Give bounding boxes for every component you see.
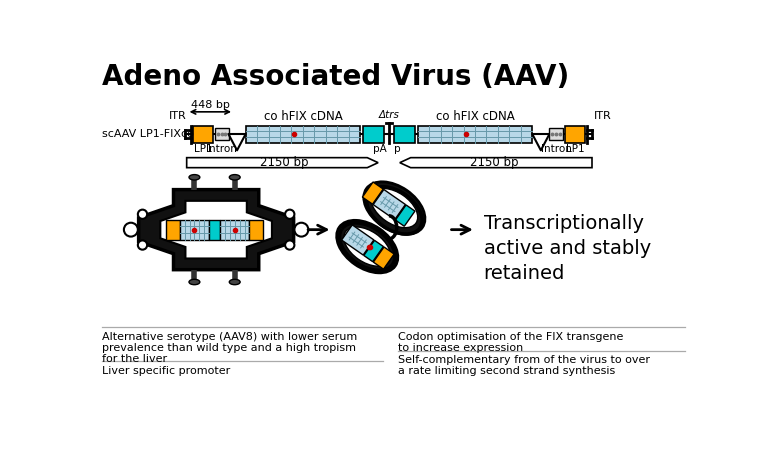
Circle shape xyxy=(285,241,294,250)
Bar xyxy=(565,125,585,142)
Circle shape xyxy=(137,241,147,250)
Bar xyxy=(344,227,372,253)
Bar xyxy=(364,240,383,262)
Circle shape xyxy=(124,223,137,236)
FancyArrowPatch shape xyxy=(383,197,398,207)
Text: to increase expression: to increase expression xyxy=(399,343,524,353)
Text: Liver specific promoter: Liver specific promoter xyxy=(102,366,230,376)
Bar xyxy=(342,225,374,255)
Ellipse shape xyxy=(371,188,418,227)
Text: Intron: Intron xyxy=(206,144,237,154)
Text: Transcriptionally
active and stably
retained: Transcriptionally active and stably reta… xyxy=(484,214,650,283)
Bar xyxy=(214,128,229,141)
Text: 448 bp: 448 bp xyxy=(191,100,230,110)
FancyArrowPatch shape xyxy=(389,202,394,210)
Bar xyxy=(372,246,389,265)
Bar xyxy=(395,205,412,223)
Bar xyxy=(373,247,394,269)
Text: ITR: ITR xyxy=(594,111,611,121)
Polygon shape xyxy=(139,189,293,270)
Bar xyxy=(166,219,180,240)
Bar xyxy=(180,219,209,240)
Text: Self-complementary from of the virus to over: Self-complementary from of the virus to … xyxy=(399,355,650,365)
Bar xyxy=(220,219,250,240)
Text: scAAV LP1-FIXco: scAAV LP1-FIXco xyxy=(102,129,194,139)
Text: 2150 bp: 2150 bp xyxy=(260,156,308,169)
Text: Adeno Associated Virus (AAV): Adeno Associated Virus (AAV) xyxy=(102,63,569,91)
Circle shape xyxy=(137,210,147,219)
Circle shape xyxy=(285,210,294,219)
Bar xyxy=(193,125,213,142)
Bar xyxy=(393,125,415,142)
FancyArrowPatch shape xyxy=(381,196,386,204)
Text: p: p xyxy=(394,144,401,154)
Text: co hFIX cDNA: co hFIX cDNA xyxy=(263,110,343,123)
Ellipse shape xyxy=(344,227,391,266)
Circle shape xyxy=(294,223,308,236)
FancyArrowPatch shape xyxy=(352,233,366,243)
Ellipse shape xyxy=(336,220,398,273)
Text: Alternative serotype (AAV8) with lower serum: Alternative serotype (AAV8) with lower s… xyxy=(102,332,357,342)
Text: pA: pA xyxy=(372,144,386,154)
Text: co hFIX cDNA: co hFIX cDNA xyxy=(435,110,515,123)
FancyArrowPatch shape xyxy=(353,235,359,243)
FancyArrow shape xyxy=(187,157,378,168)
Bar xyxy=(250,219,263,240)
Text: LP1: LP1 xyxy=(194,144,212,154)
Bar xyxy=(396,205,415,226)
FancyArrowPatch shape xyxy=(381,202,395,212)
Text: prevalence than wild type and a high tropism: prevalence than wild type and a high tro… xyxy=(102,343,356,353)
Text: 2150 bp: 2150 bp xyxy=(470,156,518,169)
Bar xyxy=(362,182,383,204)
Text: Codon optimisation of the FIX transgene: Codon optimisation of the FIX transgene xyxy=(399,332,624,342)
Text: Δtrs: Δtrs xyxy=(379,110,399,120)
Text: for the liver: for the liver xyxy=(102,353,167,364)
Bar xyxy=(366,185,383,204)
Bar xyxy=(418,125,532,142)
Bar xyxy=(363,241,380,259)
Ellipse shape xyxy=(230,174,240,180)
Ellipse shape xyxy=(364,182,425,235)
Bar xyxy=(209,219,220,240)
FancyArrowPatch shape xyxy=(357,237,362,245)
FancyArrowPatch shape xyxy=(349,237,363,247)
FancyArrow shape xyxy=(400,157,592,168)
Polygon shape xyxy=(161,201,272,258)
FancyArrowPatch shape xyxy=(361,240,366,248)
Bar xyxy=(373,189,406,219)
FancyArrowPatch shape xyxy=(349,232,355,240)
Ellipse shape xyxy=(230,279,240,285)
Text: ITR: ITR xyxy=(169,111,187,121)
Bar xyxy=(246,125,360,142)
FancyArrowPatch shape xyxy=(392,204,398,212)
Text: a rate limiting second strand synthesis: a rate limiting second strand synthesis xyxy=(399,366,615,376)
Text: Intron: Intron xyxy=(541,144,572,154)
Bar xyxy=(549,128,563,141)
Bar xyxy=(362,125,384,142)
Ellipse shape xyxy=(189,279,200,285)
Text: LP1: LP1 xyxy=(566,144,584,154)
Bar xyxy=(376,192,403,218)
FancyArrowPatch shape xyxy=(385,199,390,207)
Ellipse shape xyxy=(189,174,200,180)
